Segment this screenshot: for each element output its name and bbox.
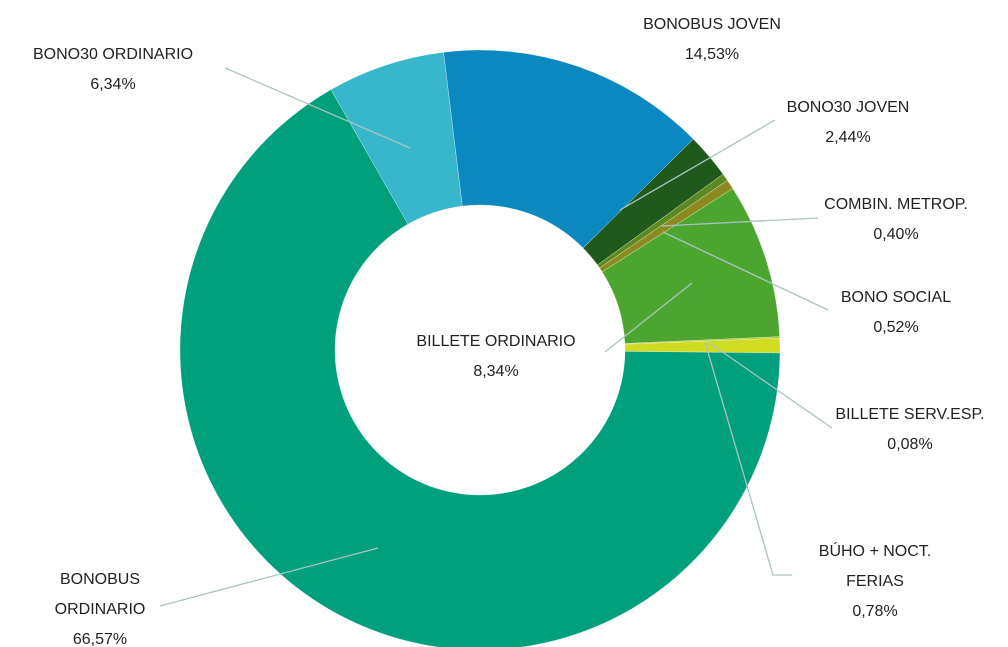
data-label: BONOBUS ORDINARIO 66,57% xyxy=(40,565,160,647)
label-value: 8,34% xyxy=(473,363,519,380)
leader-line xyxy=(604,282,693,353)
data-label: BONO SOCIAL 0,52% xyxy=(841,283,951,343)
data-label: COMBIN. METROP. 0,40% xyxy=(824,190,968,250)
data-label: BONO30 JOVEN 2,44% xyxy=(787,93,910,153)
label-name: BILLETE SERV.ESP. xyxy=(835,406,985,423)
donut-slice xyxy=(443,49,694,249)
label-value: 6,34% xyxy=(90,76,136,93)
label-name: BONOBUS JOVEN xyxy=(643,16,781,33)
data-label: BONO30 ORDINARIO 6,34% xyxy=(33,40,193,100)
leader-line xyxy=(661,217,819,227)
leader-line xyxy=(159,547,379,607)
label-value: 14,53% xyxy=(684,46,740,63)
label-value: 66,57% xyxy=(72,631,128,647)
label-name: BONO30 JOVEN xyxy=(786,99,910,116)
label-value: 2,44% xyxy=(825,129,871,146)
data-label: BONOBUS JOVEN 14,53% xyxy=(643,10,781,70)
label-value: 0,08% xyxy=(887,436,933,453)
leader-line xyxy=(707,341,833,429)
label-name: COMBIN. METROP. xyxy=(824,196,968,213)
label-value: 0,52% xyxy=(873,319,919,336)
data-label: BÚHO + NOCT. FERIAS 0,78% xyxy=(800,537,950,627)
label-name: BÚHO + NOCT. FERIAS xyxy=(818,543,932,590)
leader-line xyxy=(224,67,411,149)
label-value: 0,40% xyxy=(873,226,919,243)
leader-line xyxy=(619,119,776,211)
data-label: BILLETE SERV.ESP. 0,08% xyxy=(835,400,984,460)
label-name: BONOBUS ORDINARIO xyxy=(54,571,146,618)
donut-slice xyxy=(179,89,781,647)
leader-line xyxy=(662,231,829,311)
leader-line xyxy=(704,341,792,576)
data-label: BILLETE ORDINARIO 8,34% xyxy=(416,327,575,387)
label-value: 0,78% xyxy=(852,603,898,620)
label-name: BONO30 ORDINARIO xyxy=(32,46,194,63)
label-name: BILLETE ORDINARIO xyxy=(416,333,576,350)
label-name: BONO SOCIAL xyxy=(840,289,952,306)
